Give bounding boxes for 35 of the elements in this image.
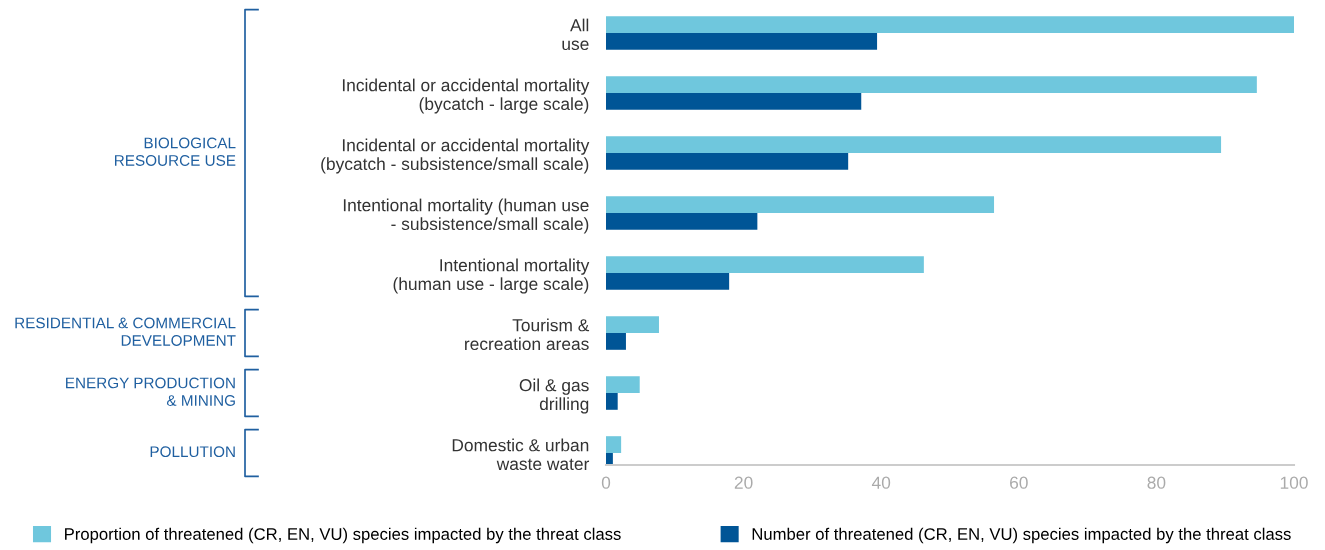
bar	[606, 393, 618, 410]
bar	[606, 376, 640, 393]
y-tick-label: Oil & gas drilling	[519, 378, 589, 414]
bar	[606, 316, 659, 333]
bar	[606, 33, 878, 50]
bar	[606, 16, 1294, 33]
bar	[606, 436, 622, 453]
bar	[606, 153, 849, 170]
text: POLLUTION	[150, 446, 235, 458]
y-tick-label: Domestic & urban waste water	[452, 438, 590, 471]
bar	[606, 333, 626, 350]
bar	[606, 76, 1257, 93]
bar	[606, 273, 730, 290]
x-tick-label: 20	[734, 476, 753, 489]
legend-label: Proportion of threatened (CR, EN, VU) species impacted by the threat class	[65, 527, 621, 544]
y-tick-label: All use	[562, 18, 589, 51]
bar	[606, 93, 862, 110]
legend-label: Number of threatened (CR, EN, VU) species impacted by the threat class	[752, 527, 1291, 544]
y-tick-label: Incidental or accidental mortality (bycatch - subsistence/small scale)	[321, 138, 590, 174]
x-tick-label: 80	[1147, 476, 1166, 489]
y-tick-label: Intentional mortality (human use - subsistence/small scale)	[343, 198, 589, 234]
bar	[606, 213, 758, 230]
y-tick-label: Intentional mortality (human use - large scale)	[393, 258, 590, 294]
text: ENERGY PRODUCTION & MINING	[66, 377, 235, 406]
text: RESIDENTIAL & COMMERCIAL DEVELOPMENT	[15, 317, 236, 346]
x-tick-label: 0	[601, 476, 611, 489]
text: BIOLOGICAL RESOURCE USE	[115, 137, 236, 166]
y-tick-label: Tourism & recreation areas	[465, 318, 590, 351]
y-tick-label: Incidental or accidental mortality (bycatch - large scale)	[342, 78, 590, 114]
bar	[606, 196, 995, 213]
x-tick-label: 100	[1280, 476, 1308, 489]
x-tick-label: 40	[871, 476, 891, 489]
bar	[606, 136, 1222, 153]
bar	[606, 256, 924, 273]
x-tick-label: 60	[1010, 476, 1028, 489]
